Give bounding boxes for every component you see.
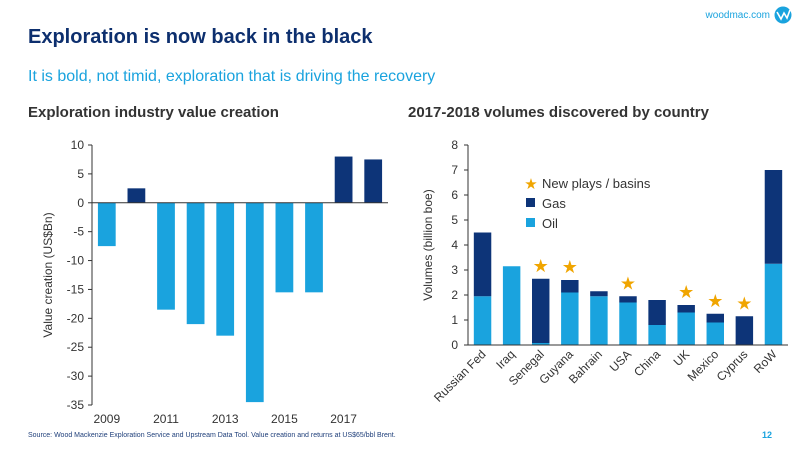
bar-gas-uk (677, 305, 695, 313)
y-tick-label: 10 (71, 138, 85, 152)
y-tick-label: 1 (451, 313, 458, 327)
y-tick-label: -20 (67, 311, 85, 325)
legend-label: New plays / basins (542, 176, 651, 191)
legend-swatch-oil (526, 218, 535, 227)
bar-oil-row (764, 263, 783, 345)
legend-star-icon: ★ (524, 176, 537, 193)
x-tick-label: Cyprus (714, 347, 751, 384)
bar-2016 (305, 202, 323, 293)
y-tick-label: -25 (67, 340, 85, 354)
legend-label: Oil (542, 216, 558, 231)
y-tick-label: 4 (451, 238, 458, 252)
brand-url[interactable]: woodmac.com (705, 10, 770, 21)
x-tick-label: Mexico (685, 347, 722, 384)
new-play-star-icon: ★ (678, 282, 694, 302)
y-tick-label: 5 (451, 213, 458, 227)
new-play-star-icon: ★ (620, 273, 636, 293)
bar-2018 (364, 159, 383, 203)
x-tick-label: 2015 (271, 412, 298, 426)
x-tick-label: USA (607, 347, 634, 374)
new-play-star-icon: ★ (707, 291, 723, 311)
x-tick-label: UK (671, 347, 693, 369)
bar-gas-china (648, 300, 666, 325)
y-axis-title: Volumes (billion boe) (421, 189, 435, 300)
y-tick-label: 6 (451, 188, 458, 202)
new-play-star-icon: ★ (533, 256, 549, 276)
bar-oil-mexico (706, 322, 724, 345)
x-tick-label: RoW (751, 347, 780, 376)
page-subtitle: It is bold, not timid, exploration that … (28, 68, 436, 85)
x-tick-label: 2011 (153, 412, 179, 426)
bar-oil-uk (677, 312, 695, 345)
bar-oil-guyana (561, 292, 579, 345)
y-tick-label: -35 (67, 398, 85, 412)
bar-oil-usa (619, 302, 637, 345)
y-tick-label: -10 (67, 254, 85, 268)
x-tick-label: 2013 (212, 412, 239, 426)
bar-oil-senegal (532, 343, 550, 345)
x-tick-label: Russian Fed (431, 347, 489, 405)
woodmac-logo-icon (774, 6, 792, 24)
y-tick-label: 8 (451, 138, 458, 152)
chart2-title: 2017-2018 volumes discovered by country (408, 104, 709, 121)
x-tick-label: Iraq (493, 347, 518, 372)
bar-2014 (245, 202, 264, 403)
y-tick-label: 0 (77, 196, 84, 210)
y-tick-label: 7 (451, 163, 458, 177)
page-title: Exploration is now back in the black (28, 26, 373, 48)
y-tick-label: 3 (451, 263, 458, 277)
bar-2017 (334, 156, 353, 203)
bar-oil-iraq (502, 266, 521, 345)
y-tick-label: -5 (73, 225, 84, 239)
bar-2011 (157, 202, 175, 310)
y-tick-label: -30 (67, 369, 85, 383)
bar-gas-cyprus (735, 316, 754, 345)
y-tick-label: -15 (67, 282, 85, 296)
bar-2012 (186, 202, 205, 325)
source-note: Source: Wood Mackenzie Exploration Servi… (28, 432, 396, 439)
bar-oil-russian-fed (473, 296, 492, 345)
new-play-star-icon: ★ (736, 293, 752, 313)
bar-gas-guyana (561, 280, 579, 293)
volumes-by-country-chart: Russian Fed Iraq★Senegal★GuyanaBahrain★US… (421, 138, 788, 405)
new-play-star-icon: ★ (562, 257, 578, 277)
bar-gas-usa (619, 296, 637, 303)
bar-gas-mexico (706, 313, 724, 323)
bar-oil-bahrain (590, 296, 608, 345)
y-axis-title: Value creation (US$Bn) (41, 212, 55, 337)
bar-gas-senegal (532, 278, 550, 343)
bar-gas-bahrain (590, 291, 608, 297)
bar-2015 (275, 202, 294, 293)
y-tick-label: 5 (77, 167, 84, 181)
bar-2013 (216, 202, 235, 336)
y-tick-label: 2 (451, 288, 458, 302)
bar-oil-china (648, 325, 666, 345)
chart1-title: Exploration industry value creation (28, 104, 279, 121)
x-tick-label: 2017 (330, 412, 357, 426)
value-creation-chart: 10 5 0 -5 -10 -15 -20 -25 -30 -35 2009 2011 2013 2015… (41, 138, 388, 426)
page-number: 12 (761, 430, 772, 440)
bar-2009 (97, 202, 116, 247)
bar-gas-russian-fed (473, 232, 492, 297)
y-tick-label: 0 (451, 338, 458, 352)
x-tick-label: China (631, 347, 663, 379)
legend-swatch-gas (526, 198, 535, 207)
bar-2010 (127, 188, 146, 203)
bar-gas-row (764, 170, 783, 264)
x-tick-label: 2009 (93, 412, 120, 426)
legend-label: Gas (542, 196, 566, 211)
